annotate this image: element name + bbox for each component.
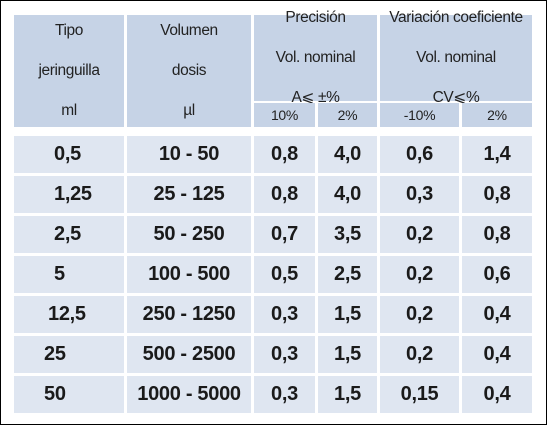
cell-v2: 0,4 bbox=[462, 336, 532, 373]
subheader-precision-10: 10% bbox=[254, 103, 315, 127]
header-variacion-line-2: Vol. nominal bbox=[416, 49, 496, 66]
cell-p10: 0,8 bbox=[254, 136, 315, 173]
cell-volumen: 50 - 250 bbox=[127, 216, 251, 253]
cell-p10: 0,5 bbox=[254, 256, 315, 293]
header-volumen-dosis: Volumen dosis µl bbox=[127, 15, 251, 127]
cell-volumen: 1000 - 5000 bbox=[127, 376, 251, 413]
cell-v2: 0,8 bbox=[462, 216, 532, 253]
header-volumen-line-2: dosis bbox=[171, 62, 207, 79]
subheader-variacion-10: -10% bbox=[380, 103, 459, 127]
cell-p2: 1,5 bbox=[318, 336, 377, 373]
cell-p10: 0,3 bbox=[254, 296, 315, 333]
cell-tipo: 25 bbox=[14, 336, 124, 373]
cell-volumen: 100 - 500 bbox=[127, 256, 251, 293]
cell-tipo: 2,5 bbox=[14, 216, 124, 253]
cell-tipo: 50 bbox=[14, 376, 124, 413]
cell-volumen: 25 - 125 bbox=[127, 176, 251, 213]
cell-v10: 0,3 bbox=[380, 176, 459, 213]
header-variacion-line-1: Variación coeficiente bbox=[389, 9, 523, 26]
cell-volumen: 500 - 2500 bbox=[127, 336, 251, 373]
cell-p10: 0,3 bbox=[254, 376, 315, 413]
cell-tipo: 12,5 bbox=[14, 296, 124, 333]
cell-v10: 0,2 bbox=[380, 216, 459, 253]
cell-v10: 0,6 bbox=[380, 136, 459, 173]
cell-v10: 0,2 bbox=[380, 336, 459, 373]
cell-v2: 0,6 bbox=[462, 256, 532, 293]
cell-volumen: 250 - 1250 bbox=[127, 296, 251, 333]
cell-v10: 0,2 bbox=[380, 256, 459, 293]
cell-p2: 2,5 bbox=[318, 256, 377, 293]
subheader-precision-2: 2% bbox=[318, 103, 377, 127]
header-precision: Precisión Vol. nominal A⩽ ±% bbox=[254, 9, 377, 106]
header-variacion-coeficiente: Variación coeficiente Vol. nominal CV⩽% bbox=[380, 9, 532, 106]
header-tipo-line-1: Tipo bbox=[55, 22, 83, 39]
header-precision-line-3: A⩽ ±% bbox=[291, 89, 340, 106]
cell-v10: 0,2 bbox=[380, 296, 459, 333]
header-volumen-line-1: Volumen bbox=[160, 22, 218, 39]
header-variacion-line-3: CV⩽% bbox=[432, 89, 480, 106]
cell-p2: 4,0 bbox=[318, 176, 377, 213]
cell-p2: 3,5 bbox=[318, 216, 377, 253]
cell-p2: 1,5 bbox=[318, 376, 377, 413]
cell-v2: 0,4 bbox=[462, 296, 532, 333]
header-volumen-line-3: µl bbox=[183, 102, 195, 119]
subheader-variacion-2: 2% bbox=[462, 103, 532, 127]
cell-p2: 1,5 bbox=[318, 296, 377, 333]
cell-p10: 0,3 bbox=[254, 336, 315, 373]
cell-p10: 0,8 bbox=[254, 176, 315, 213]
cell-v10: 0,15 bbox=[380, 376, 459, 413]
cell-tipo: 0,5 bbox=[14, 136, 124, 173]
cell-tipo: 5 bbox=[14, 256, 124, 293]
header-tipo-line-2: jeringuilla bbox=[38, 62, 100, 79]
cell-v2: 1,4 bbox=[462, 136, 532, 173]
cell-v2: 0,4 bbox=[462, 376, 532, 413]
header-precision-line-2: Vol. nominal bbox=[275, 49, 356, 66]
header-tipo-jeringuilla: Tipo jeringuilla ml bbox=[14, 15, 124, 127]
cell-p2: 4,0 bbox=[318, 136, 377, 173]
cell-p10: 0,7 bbox=[254, 216, 315, 253]
cell-v2: 0,8 bbox=[462, 176, 532, 213]
header-precision-line-1: Precisión bbox=[285, 9, 346, 26]
cell-volumen: 10 - 50 bbox=[127, 136, 251, 173]
header-tipo-line-3: ml bbox=[61, 102, 77, 119]
cell-tipo: 1,25 bbox=[14, 176, 124, 213]
